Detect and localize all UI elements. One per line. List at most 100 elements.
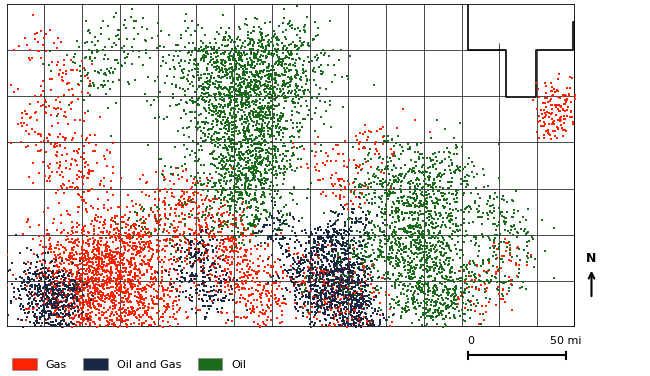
Point [342, 301, 352, 307]
Point [238, 230, 248, 236]
Point [292, 120, 302, 126]
Point [210, 274, 220, 280]
Point [107, 233, 117, 239]
Point [315, 303, 325, 309]
Point [203, 105, 214, 111]
Point [81, 321, 92, 327]
Point [64, 292, 74, 298]
Point [107, 300, 118, 306]
Point [239, 71, 249, 77]
Point [356, 310, 366, 316]
Point [451, 292, 462, 298]
Point [296, 84, 307, 90]
Point [235, 212, 246, 218]
Point [254, 169, 265, 175]
Point [59, 190, 70, 196]
Point [255, 291, 265, 297]
Point [439, 237, 450, 243]
Point [92, 272, 102, 278]
Point [222, 283, 233, 289]
Point [268, 87, 279, 93]
Point [138, 312, 149, 318]
Point [174, 197, 184, 203]
Point [326, 259, 337, 265]
Point [107, 269, 118, 275]
Point [426, 208, 437, 214]
Point [185, 260, 195, 266]
Point [101, 252, 111, 258]
Point [300, 299, 311, 305]
Point [244, 150, 255, 156]
Point [260, 246, 270, 252]
Point [232, 199, 242, 205]
Point [125, 272, 135, 278]
Point [185, 226, 196, 232]
Point [337, 274, 347, 280]
Point [382, 154, 392, 160]
Point [306, 229, 317, 235]
Point [239, 242, 250, 248]
Point [407, 223, 417, 229]
Point [52, 140, 62, 146]
Point [226, 168, 237, 174]
Point [554, 102, 565, 108]
Point [153, 197, 164, 203]
Point [370, 194, 380, 200]
Point [234, 106, 244, 112]
Point [345, 312, 356, 318]
Point [60, 283, 71, 289]
Point [316, 266, 326, 272]
Point [265, 109, 276, 115]
Point [292, 200, 302, 206]
Point [372, 268, 383, 274]
Point [139, 259, 150, 265]
Point [428, 164, 439, 170]
Point [382, 133, 393, 139]
Point [66, 219, 77, 225]
Point [46, 243, 57, 249]
Point [207, 228, 217, 234]
Point [207, 234, 217, 240]
Point [314, 168, 324, 174]
Point [358, 267, 368, 273]
Point [240, 84, 251, 90]
Point [304, 290, 314, 296]
Point [66, 319, 77, 325]
Point [236, 50, 246, 56]
Point [428, 317, 438, 323]
Point [430, 256, 441, 262]
Point [33, 289, 44, 295]
Point [412, 141, 423, 147]
Point [221, 85, 231, 91]
Point [127, 305, 138, 311]
Point [121, 224, 131, 230]
Point [25, 265, 35, 271]
Point [345, 321, 356, 327]
Point [409, 241, 419, 247]
Point [367, 227, 377, 233]
Point [231, 88, 241, 94]
Point [216, 183, 226, 189]
Point [258, 287, 268, 293]
Point [320, 301, 330, 307]
Point [339, 294, 350, 300]
Point [237, 100, 248, 106]
Point [181, 111, 191, 117]
Point [373, 164, 384, 170]
Point [190, 115, 201, 121]
Point [371, 173, 382, 179]
Point [87, 249, 98, 255]
Point [394, 240, 404, 246]
Point [96, 114, 106, 120]
Point [282, 126, 293, 132]
Point [419, 283, 429, 289]
Point [399, 225, 410, 231]
Point [114, 255, 125, 261]
Point [154, 206, 164, 212]
Point [332, 319, 343, 325]
Point [404, 225, 414, 231]
Point [240, 88, 251, 94]
Point [345, 292, 356, 298]
Point [283, 253, 294, 259]
Point [356, 250, 366, 256]
